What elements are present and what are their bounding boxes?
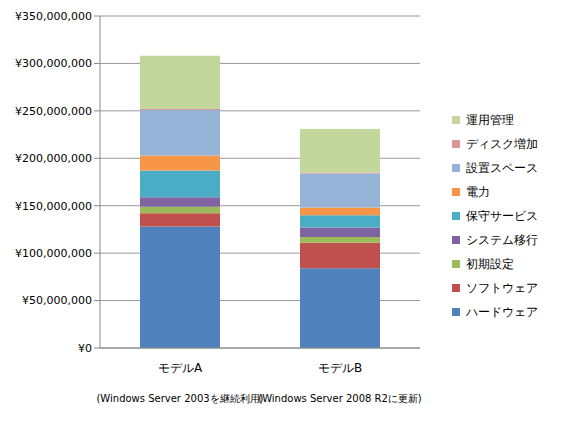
html-text:ソフトウェア: ソフトウェア [466, 280, 538, 295]
svg-text:¥100,000,000: ¥100,000,000 [15, 247, 92, 260]
html-text:初期設定: 初期設定 [466, 256, 514, 271]
html-text:保守サービス: 保守サービス [466, 208, 538, 223]
html-text:ディスク増加: ディスク増加 [466, 136, 538, 151]
svg-text:¥300,000,000: ¥300,000,000 [15, 57, 92, 70]
svg-text:¥200,000,000: ¥200,000,000 [15, 152, 92, 165]
html-text:設置スペース: 設置スペース [466, 160, 538, 175]
svg-text:(Windows Server 2003を継続利用): (Windows Server 2003を継続利用) [96, 393, 263, 404]
svg-text:(Windows Server 2008 R2に更新): (Windows Server 2008 R2に更新) [258, 393, 422, 404]
svg-text:モデルA: モデルA [158, 361, 203, 375]
html-text:電力: 電力 [466, 184, 490, 199]
svg-text:¥350,000,000: ¥350,000,000 [15, 10, 92, 23]
svg-text:¥250,000,000: ¥250,000,000 [15, 105, 92, 118]
html-text:システム移行: システム移行 [466, 232, 538, 247]
svg-text:¥50,000,000: ¥50,000,000 [22, 294, 92, 307]
html-text:運用管理: 運用管理 [466, 112, 514, 127]
svg-text:¥0: ¥0 [78, 342, 92, 355]
html-text:ハードウェア: ハードウェア [466, 304, 538, 319]
svg-text:¥150,000,000: ¥150,000,000 [15, 200, 92, 213]
svg-text:モデルB: モデルB [318, 361, 362, 375]
